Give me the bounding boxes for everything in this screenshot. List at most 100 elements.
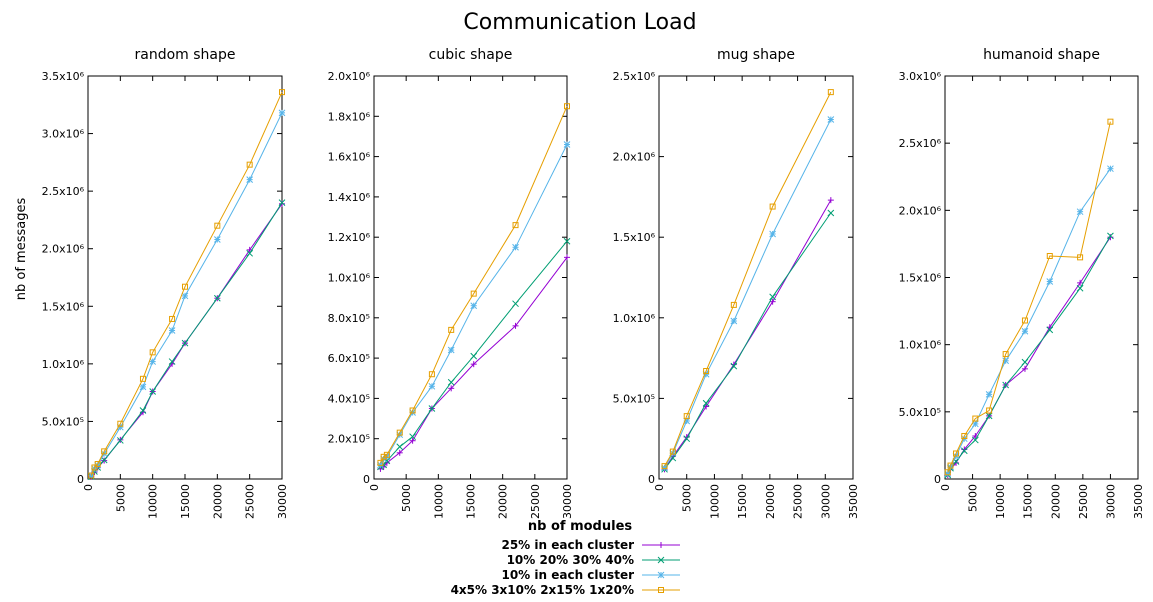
series-1 xyxy=(661,197,834,473)
data-point xyxy=(94,461,101,468)
data-point xyxy=(661,463,668,470)
series-2 xyxy=(944,232,1114,479)
y-tick-label: 1.0x10⁶ xyxy=(899,339,942,352)
y-tick-label: 6.0x10⁵ xyxy=(328,352,370,365)
data-point xyxy=(986,407,993,414)
x-tick-label: 10000 xyxy=(432,484,445,519)
series-line xyxy=(947,168,1111,474)
data-point xyxy=(396,429,403,436)
data-point xyxy=(279,200,285,207)
data-point xyxy=(702,399,710,407)
x-tick-label: 15000 xyxy=(465,484,478,519)
data-point xyxy=(730,317,738,325)
data-point xyxy=(246,161,253,168)
data-point xyxy=(278,199,286,207)
data-point xyxy=(214,222,221,229)
series-2 xyxy=(661,209,835,473)
data-point xyxy=(1107,165,1114,173)
series-line xyxy=(947,121,1111,473)
y-tick-label: 1.5x10⁶ xyxy=(613,231,656,244)
panel-1: random shape 0 5.0x10⁵ 1.0x10⁶ 1.5x10⁶ 2.0x10… xyxy=(42,47,289,519)
data-point xyxy=(769,293,776,301)
y-tick-label: 2.0x10⁶ xyxy=(613,151,656,164)
data-point xyxy=(169,315,176,322)
data-point xyxy=(428,405,436,412)
x-tick-label: 0 xyxy=(82,484,95,491)
data-point xyxy=(428,382,436,390)
data-point xyxy=(1046,278,1054,285)
data-point xyxy=(91,464,98,471)
data-point xyxy=(279,89,285,96)
data-point xyxy=(563,237,571,245)
data-point xyxy=(960,447,968,455)
x-tick-label: 10000 xyxy=(708,484,721,519)
data-point xyxy=(512,243,519,251)
legend-marker xyxy=(657,571,665,579)
data-point xyxy=(396,443,404,451)
y-tick-label: 2.0x10⁶ xyxy=(899,204,942,217)
data-point xyxy=(985,412,993,420)
plot-frame xyxy=(658,75,854,480)
data-point xyxy=(213,236,221,243)
x-tick-label: 0 xyxy=(368,484,381,491)
x-tick-label: 15000 xyxy=(179,484,192,519)
data-point xyxy=(409,437,416,444)
data-point xyxy=(1002,351,1009,358)
data-point xyxy=(1107,118,1114,125)
data-point xyxy=(944,469,951,476)
x-tick-label: 15000 xyxy=(1022,484,1035,519)
y-tick-label: 1.5x10⁶ xyxy=(899,272,942,285)
data-point xyxy=(563,141,571,148)
data-point xyxy=(409,433,416,441)
data-point xyxy=(703,367,710,374)
y-tick-label: 1.5x10⁶ xyxy=(42,300,85,313)
x-tick-label: 30000 xyxy=(819,484,832,519)
x-tick-label: 25000 xyxy=(529,484,542,519)
x-tick-label: 20000 xyxy=(1049,484,1062,519)
data-point xyxy=(512,222,519,229)
data-point xyxy=(683,435,691,443)
series-line xyxy=(664,199,832,470)
data-point xyxy=(1002,381,1010,389)
data-point xyxy=(117,420,124,427)
y-tick-label: 1.0x10⁶ xyxy=(328,272,371,285)
data-point xyxy=(1021,358,1029,366)
data-point xyxy=(1021,317,1028,324)
data-point xyxy=(985,391,993,398)
chart-panels: random shape 0 5.0x10⁵ 1.0x10⁶ 1.5x10⁶ 2.0x10… xyxy=(42,47,1145,519)
data-point xyxy=(827,89,834,96)
data-point xyxy=(512,300,519,308)
x-tick-label: 20000 xyxy=(497,484,510,519)
data-point xyxy=(182,283,188,290)
data-point xyxy=(730,301,737,308)
y-tick-label: 5.0x10⁵ xyxy=(613,392,655,405)
data-point xyxy=(564,103,570,110)
series-line xyxy=(664,91,832,467)
data-point xyxy=(1076,284,1084,292)
data-point xyxy=(139,375,146,382)
y-tick-label: 4.0x10⁵ xyxy=(328,392,370,405)
data-point xyxy=(168,327,176,334)
series-line xyxy=(380,240,568,468)
data-point xyxy=(246,249,254,257)
y-tick-label: 3.0x10⁶ xyxy=(899,70,942,83)
y-tick-label: 2.0x10⁶ xyxy=(328,70,371,83)
series-2 xyxy=(377,237,571,471)
data-point xyxy=(116,437,124,444)
x-tick-label: 30000 xyxy=(276,484,289,519)
panel-title: random shape xyxy=(135,47,236,63)
x-tick-label: 20000 xyxy=(211,484,224,519)
data-point xyxy=(377,459,384,466)
data-point xyxy=(181,339,189,347)
data-point xyxy=(246,176,254,183)
data-point xyxy=(827,197,834,204)
data-point xyxy=(961,433,968,440)
data-point xyxy=(947,462,954,469)
y-axis-label: nb of messages xyxy=(14,198,29,301)
main-title: Communication Load xyxy=(463,10,696,35)
data-point xyxy=(181,292,189,300)
data-point xyxy=(769,298,776,305)
y-tick-label: 1.6x10⁶ xyxy=(328,151,371,164)
